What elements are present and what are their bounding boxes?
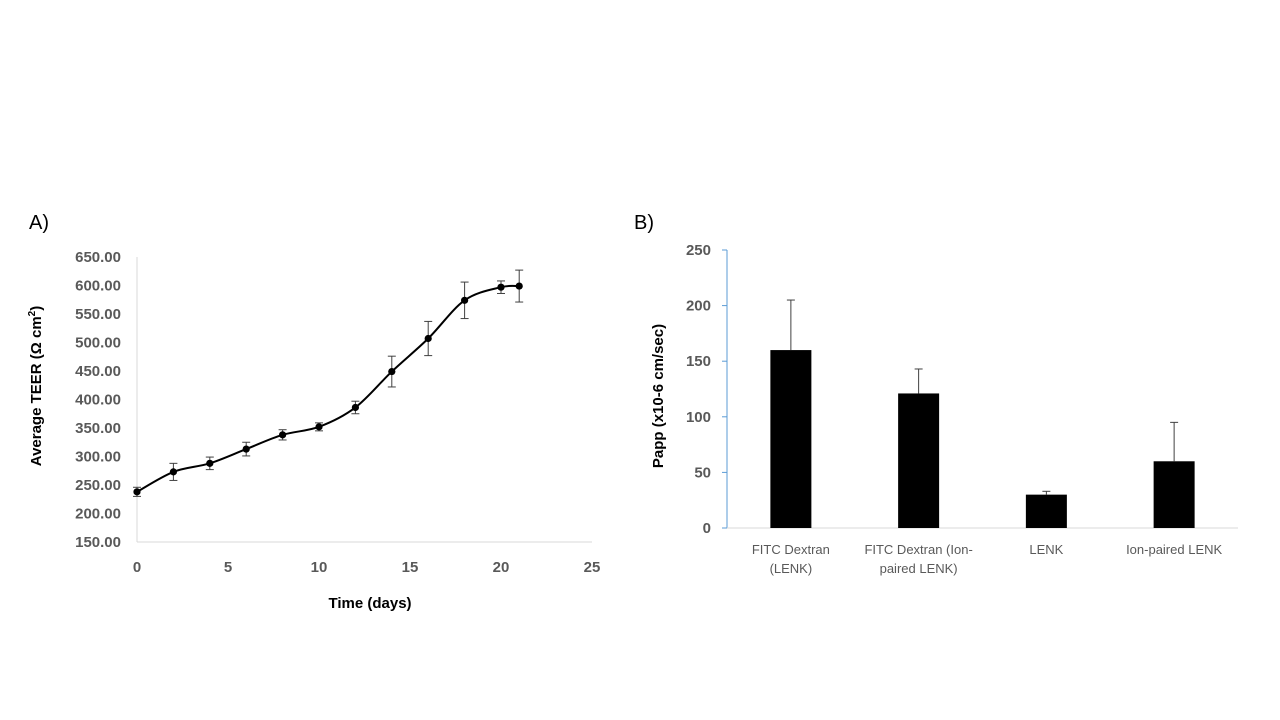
- category-label-b: FITC Dextran (Ion-: [864, 542, 972, 557]
- data-point-a: [515, 282, 523, 290]
- x-tick-label-a: 0: [133, 559, 141, 576]
- chart-a: A) 150.00 200.00 250.00 300.00 350.00 400.00 45…: [27, 212, 600, 612]
- y-axis-title-a-close: ): [28, 306, 45, 311]
- x-tick-label-a: 10: [311, 559, 328, 576]
- x-tick-label-a: 15: [402, 559, 419, 576]
- category-label-b: LENK: [1029, 542, 1063, 557]
- x-tick-label-a: 20: [493, 559, 510, 576]
- x-tick-label-a: 25: [584, 559, 601, 576]
- category-label-b: FITC Dextran: [752, 542, 830, 557]
- data-point-a: [424, 334, 432, 343]
- data-point-a: [315, 423, 323, 431]
- y-tick-label-b: 50: [694, 464, 711, 481]
- data-point-a: [388, 367, 396, 376]
- data-point-a: [461, 296, 469, 304]
- y-tick-label-b: 200: [686, 298, 711, 315]
- chart-b: B) 0 50 100 150 200 250 Papp (x10-6 cm/sec) FITC…: [634, 212, 1238, 576]
- x-tick-label-a: 5: [224, 559, 232, 576]
- bar: [1153, 461, 1195, 528]
- data-point-a: [242, 445, 250, 453]
- data-point-a: [351, 403, 359, 412]
- data-point-a: [206, 459, 214, 467]
- y-axis-title-b: Papp (x10-6 cm/sec): [650, 324, 667, 468]
- bar: [898, 393, 940, 528]
- y-axis-title-a: Average TEER (Ω cm2): [27, 306, 45, 466]
- data-point-a: [497, 283, 505, 291]
- category-label-b: (LENK): [770, 561, 813, 576]
- y-tick-label-b: 100: [686, 409, 711, 426]
- y-tick-label-a: 250.00: [75, 477, 121, 494]
- x-axis-title-a: Time (days): [328, 595, 411, 612]
- y-tick-label-a: 450.00: [75, 363, 121, 380]
- bar: [1025, 494, 1067, 528]
- y-axis-title-a-text: Average TEER (Ω cm: [28, 316, 45, 466]
- panel-label-b: B): [634, 212, 654, 234]
- bar: [770, 350, 812, 528]
- category-label-b: Ion-paired LENK: [1126, 542, 1222, 557]
- y-tick-label-a: 500.00: [75, 335, 121, 352]
- y-tick-label-b: 250: [686, 242, 711, 259]
- y-tick-label-a: 350.00: [75, 420, 121, 437]
- y-tick-label-b: 150: [686, 353, 711, 370]
- y-tick-label-a: 200.00: [75, 506, 121, 523]
- panel-label-a: A): [29, 212, 49, 234]
- y-tick-label-a: 550.00: [75, 306, 121, 323]
- y-tick-label-a: 650.00: [75, 249, 121, 266]
- y-tick-label-a: 150.00: [75, 534, 121, 551]
- y-tick-label-a: 400.00: [75, 392, 121, 409]
- data-point-a: [169, 468, 177, 476]
- series-line-a: [136, 284, 520, 493]
- data-point-a: [133, 488, 141, 496]
- y-tick-label-a: 600.00: [75, 278, 121, 295]
- y-tick-label-a: 300.00: [75, 449, 121, 466]
- category-label-b: paired LENK): [880, 561, 958, 576]
- y-axis-title-a-superscript: 2: [27, 310, 38, 316]
- y-tick-label-b: 0: [703, 520, 711, 537]
- data-point-a: [279, 431, 287, 439]
